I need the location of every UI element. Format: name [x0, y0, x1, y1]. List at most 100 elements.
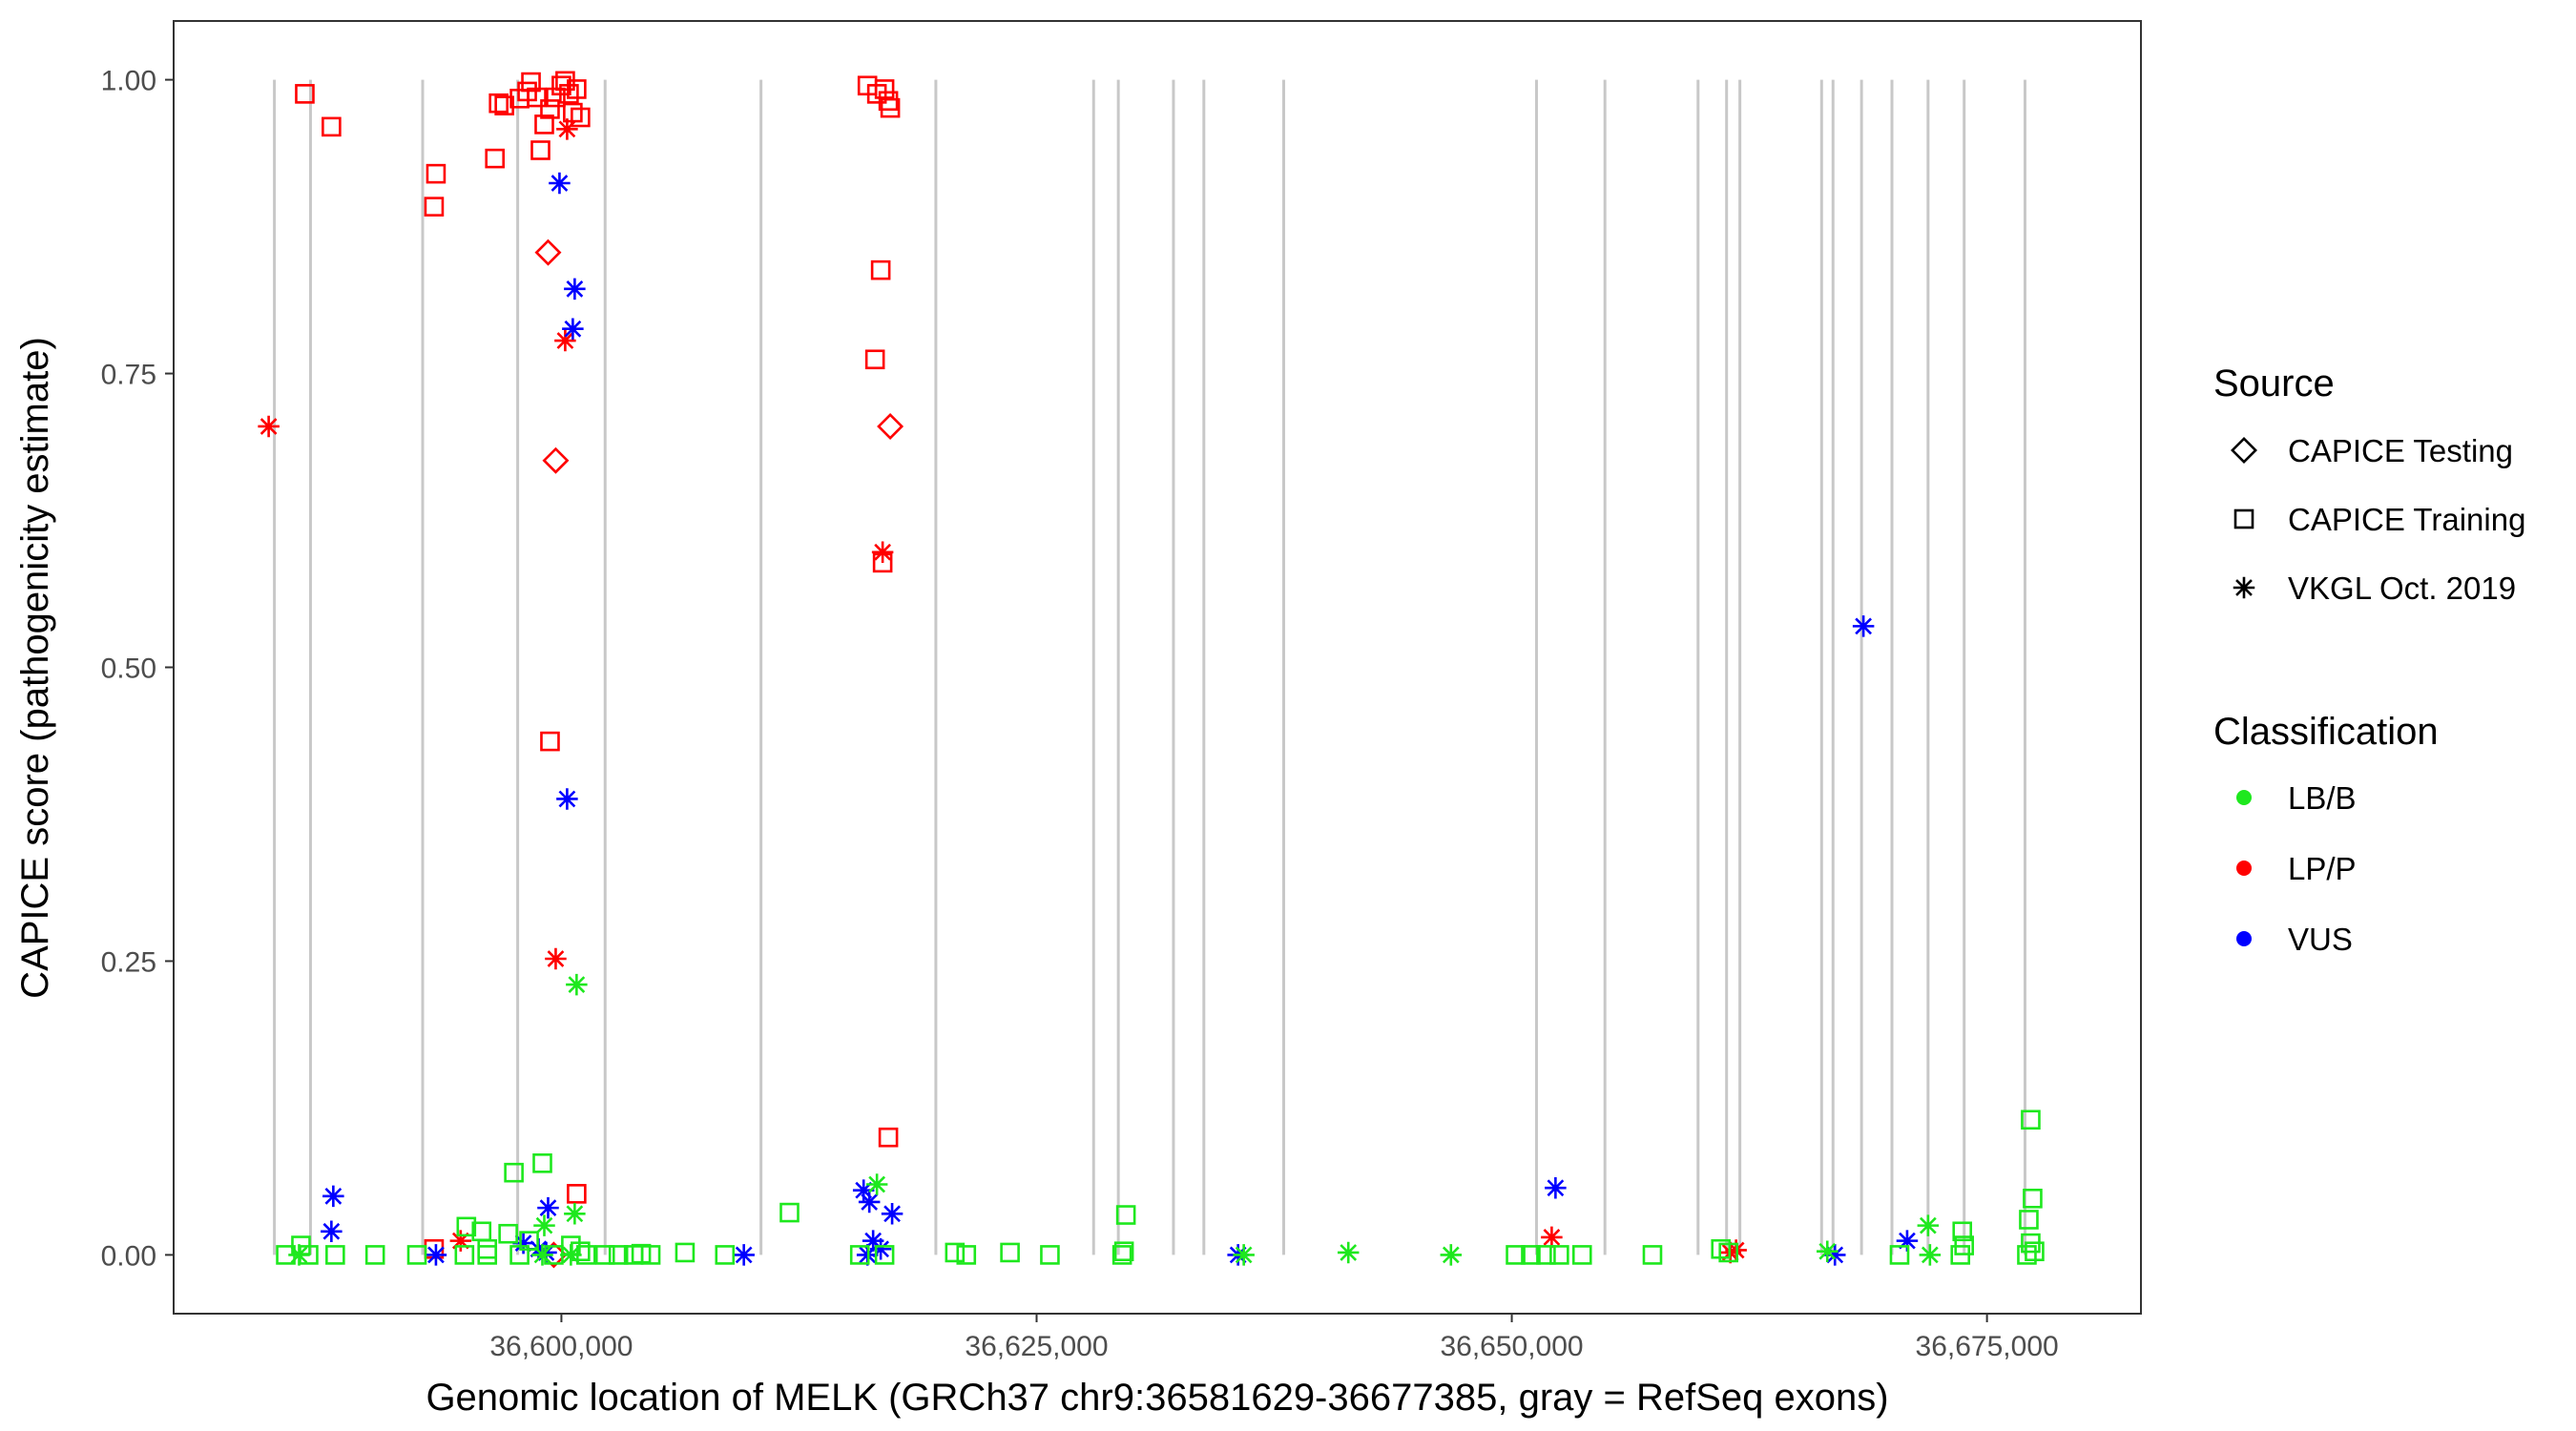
data-point [2019, 1210, 2039, 1230]
data-point [485, 148, 505, 169]
data-point [1000, 1242, 1020, 1263]
data-point [2021, 1110, 2041, 1130]
data-point [456, 1216, 477, 1237]
data-point [1718, 1242, 1738, 1263]
data-points [258, 71, 2045, 1269]
y-tick-label: 1.00 [101, 66, 156, 97]
x-axis-title: Genomic location of MELK (GRCh37 chr9:36… [426, 1377, 1888, 1419]
data-point [576, 1245, 596, 1265]
data-point [276, 1245, 296, 1265]
data-point [1896, 1230, 1919, 1252]
data-point [878, 1127, 899, 1148]
data-point [852, 1179, 875, 1201]
data-point [556, 118, 578, 140]
data-point [1642, 1245, 1663, 1265]
data-point [509, 1245, 530, 1265]
data-point [454, 1245, 475, 1265]
y-axis-title: CAPICE score (pathogenicity estimate) [14, 337, 56, 999]
legend-classification: Classification LB/B LP/P VUS [2213, 711, 2439, 957]
data-point [779, 1202, 800, 1223]
data-point [1889, 1245, 1910, 1265]
data-point [864, 349, 885, 370]
legend-key-diamond [2231, 437, 2257, 464]
y-tick-label: 0.75 [101, 360, 156, 391]
data-point [556, 788, 578, 810]
legend-classification-label: VUS [2288, 922, 2353, 957]
data-point [1337, 1241, 1360, 1264]
data-point [571, 107, 591, 128]
data-point [534, 114, 554, 135]
data-point [504, 1162, 524, 1183]
data-point [530, 140, 551, 160]
data-point [1817, 1240, 1839, 1262]
data-point [1536, 1245, 1556, 1265]
y-tick-label: 0.00 [101, 1240, 156, 1272]
data-point [2017, 1245, 2037, 1265]
legend-source-label: VKGL Oct. 2019 [2288, 570, 2516, 606]
data-point [1852, 615, 1875, 637]
data-point [498, 1223, 518, 1244]
data-point [545, 947, 567, 970]
data-point [566, 973, 588, 996]
legend-key-square [2233, 508, 2254, 529]
data-point [608, 1245, 629, 1265]
data-point [1919, 1244, 1942, 1266]
data-point [878, 91, 899, 112]
data-point [1440, 1244, 1463, 1266]
data-point [567, 79, 587, 99]
data-point [849, 1245, 870, 1265]
data-point [594, 1245, 615, 1265]
data-point [533, 1214, 555, 1236]
data-point [858, 1191, 881, 1213]
data-point [549, 172, 571, 195]
data-point [564, 278, 586, 301]
data-point [874, 1245, 895, 1265]
data-point [1917, 1214, 1940, 1236]
data-point [322, 116, 342, 137]
data-point [322, 1185, 344, 1208]
data-point [865, 1173, 888, 1195]
data-point [477, 1245, 498, 1265]
data-point [534, 238, 562, 266]
legend-key-dot [2236, 861, 2252, 876]
data-point [564, 1203, 586, 1225]
data-point [675, 1242, 696, 1263]
data-point [870, 259, 891, 280]
data-point [426, 163, 447, 184]
data-point [1950, 1245, 1971, 1265]
data-point [531, 1244, 553, 1266]
data-point [521, 72, 541, 93]
data-point [1111, 1245, 1132, 1265]
data-point [1545, 1176, 1567, 1199]
data-point [258, 415, 280, 438]
legend-classification-title: Classification [2213, 711, 2439, 753]
data-point [1040, 1245, 1060, 1265]
y-tick-label: 0.25 [101, 946, 156, 978]
data-point [1113, 1241, 1134, 1262]
data-point [874, 79, 895, 99]
x-tick-label: 36,650,000 [1440, 1331, 1583, 1362]
x-tick-label: 36,600,000 [489, 1331, 633, 1362]
data-point [299, 1245, 319, 1265]
legend-key-asterisk [2233, 576, 2255, 599]
data-point [537, 1196, 559, 1219]
data-point [554, 329, 576, 352]
data-point [640, 1245, 661, 1265]
data-point [540, 99, 560, 119]
data-point [424, 197, 445, 217]
data-point [869, 1238, 892, 1260]
data-point [527, 87, 547, 108]
data-point [2023, 1188, 2043, 1209]
data-point [1952, 1221, 1973, 1242]
x-tick-label: 36,625,000 [965, 1331, 1108, 1362]
x-tick-label: 36,675,000 [1916, 1331, 2059, 1362]
data-point [1571, 1245, 1592, 1265]
y-tick-label: 0.50 [101, 653, 156, 685]
legend-classification-label: LP/P [2288, 851, 2357, 886]
data-point [733, 1244, 755, 1266]
data-point [406, 1245, 427, 1265]
data-point [425, 1244, 447, 1266]
data-point [956, 1245, 977, 1265]
legend-key-dot [2236, 931, 2252, 946]
